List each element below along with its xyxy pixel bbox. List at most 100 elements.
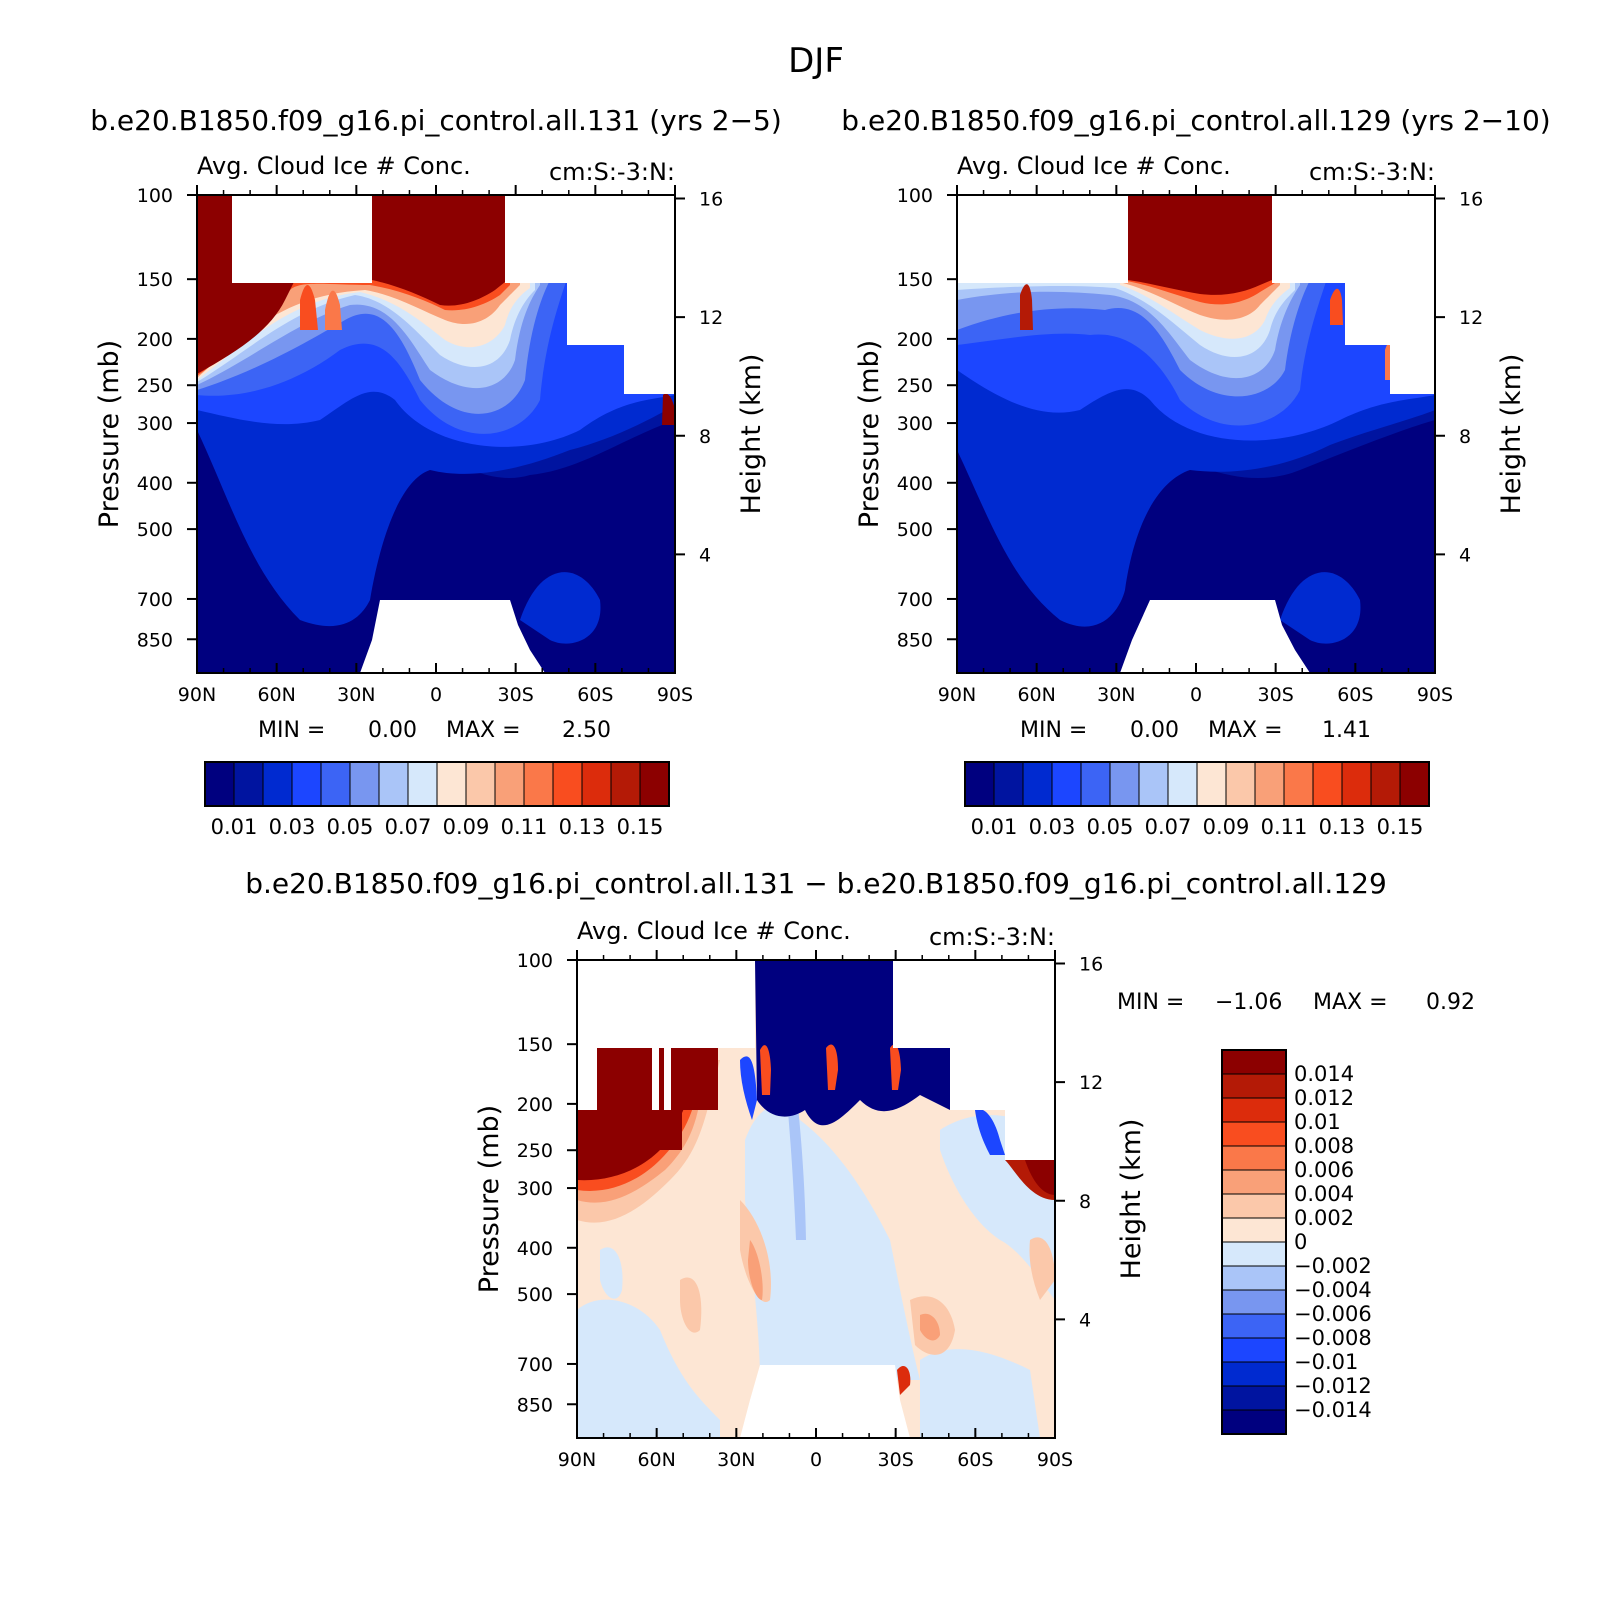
colorbar-label: 0.01 bbox=[971, 815, 1018, 839]
y-tick-label: 150 bbox=[897, 269, 933, 291]
panel-3-colorbar: 0.0140.0120.010.0080.0060.0040.0020−0.00… bbox=[1221, 1049, 1372, 1435]
colorbar-swatch bbox=[465, 761, 496, 807]
colorbar-label: −0.014 bbox=[1294, 1398, 1372, 1422]
colorbar-swatch bbox=[639, 761, 670, 807]
colorbar-label: −0.004 bbox=[1294, 1278, 1372, 1302]
panel-2-subtropic-blob bbox=[1280, 572, 1361, 644]
panel-1-spike-2 bbox=[325, 290, 342, 330]
y-tick-label: 500 bbox=[137, 519, 173, 541]
panel-3-pos-spike-2 bbox=[826, 1044, 838, 1090]
colorbar-label: 0.012 bbox=[1294, 1086, 1354, 1110]
x-tick-label: 90S bbox=[1037, 1449, 1073, 1471]
height-tick-label: 16 bbox=[1459, 189, 1483, 211]
colorbar-label: 0.15 bbox=[1377, 815, 1424, 839]
panel-1-missing-top bbox=[232, 195, 675, 283]
x-tick-label: 0 bbox=[1190, 684, 1202, 706]
panel-3-missing-south-200 bbox=[950, 1048, 1055, 1110]
panel-3-pos-south-polar-2 bbox=[1025, 1160, 1055, 1195]
panel-3-pos-north-block-2 bbox=[577, 1110, 682, 1150]
figure-title: DJF bbox=[788, 41, 844, 81]
panel-1-missing-200 bbox=[567, 283, 675, 394]
colorbar-swatch bbox=[964, 761, 995, 807]
y-tick-label: 400 bbox=[137, 473, 173, 495]
y-tick-label: 100 bbox=[897, 185, 933, 207]
panel-3-ylabel: Pressure (mb) bbox=[474, 1105, 505, 1293]
panel-2-max-value: 1.41 bbox=[1322, 718, 1371, 743]
colorbar-swatch bbox=[1399, 761, 1430, 807]
panel-2-units: cm:S:-3:N: bbox=[1309, 158, 1435, 186]
y-tick-label: 850 bbox=[897, 629, 933, 651]
x-tick-label: 30S bbox=[878, 1449, 914, 1471]
y-tick-label: 700 bbox=[897, 589, 933, 611]
colorbar-swatch bbox=[1221, 1217, 1287, 1243]
colorbar-swatch bbox=[1221, 1385, 1287, 1411]
height-tick-label: 4 bbox=[1459, 544, 1471, 566]
x-tick-label: 30N bbox=[717, 1449, 755, 1471]
panel-2-variable-title: Avg. Cloud Ice # Conc. bbox=[957, 152, 1231, 180]
panel-3-missing-top bbox=[577, 960, 1055, 1048]
colorbar-swatch bbox=[378, 761, 409, 807]
x-tick-label: 0 bbox=[810, 1449, 822, 1471]
panel-1-plot-area bbox=[197, 195, 675, 673]
panel-3-neg-top-edge bbox=[740, 1056, 757, 1120]
panel-1-spike-1 bbox=[300, 285, 318, 330]
colorbar-label: 0.05 bbox=[1087, 815, 1134, 839]
y-tick-label: 500 bbox=[517, 1284, 553, 1306]
x-tick-label: 30N bbox=[1097, 684, 1135, 706]
panel-3-units: cm:S:-3:N: bbox=[929, 923, 1055, 951]
panel-2-plot-area bbox=[957, 195, 1435, 673]
panel-1-max-label: MAX = bbox=[446, 718, 521, 743]
colorbar-swatch bbox=[1080, 761, 1111, 807]
y-tick-label: 200 bbox=[897, 329, 933, 351]
colorbar-swatch bbox=[407, 761, 438, 807]
colorbar-swatch bbox=[1167, 761, 1198, 807]
panel-2-min-label: MIN = bbox=[1020, 718, 1087, 743]
colorbar-swatch bbox=[1221, 1121, 1287, 1147]
y-tick-label: 400 bbox=[517, 1238, 553, 1260]
x-tick-label: 30S bbox=[498, 684, 534, 706]
colorbar-swatch bbox=[1196, 761, 1227, 807]
colorbar-swatch bbox=[349, 761, 380, 807]
y-tick-label: 250 bbox=[517, 1140, 553, 1162]
colorbar-label: 0.07 bbox=[1145, 815, 1192, 839]
colorbar-swatch bbox=[1225, 761, 1256, 807]
panel-3-min-value: −1.06 bbox=[1215, 990, 1282, 1015]
colorbar-swatch bbox=[1254, 761, 1285, 807]
height-tick-label: 8 bbox=[1459, 426, 1471, 448]
colorbar-label: 0.004 bbox=[1294, 1182, 1354, 1206]
y-tick-label: 250 bbox=[137, 375, 173, 397]
panel-1-colorbar: 0.01 0.03 0.05 0.07 0.09 0.11 0.13 0.15 bbox=[204, 761, 670, 839]
panel-3-variable-title: Avg. Cloud Ice # Conc. bbox=[577, 917, 851, 945]
panel-1-units: cm:S:-3:N: bbox=[549, 158, 675, 186]
height-tick-label: 16 bbox=[699, 189, 723, 211]
panel-3-missing-north-200 bbox=[577, 1048, 597, 1110]
colorbar-swatch bbox=[1283, 761, 1314, 807]
x-tick-label: 0 bbox=[430, 684, 442, 706]
colorbar-label: −0.01 bbox=[1294, 1350, 1358, 1374]
colorbar-swatch bbox=[436, 761, 467, 807]
x-tick-label: 90S bbox=[1417, 684, 1453, 706]
y-tick-label: 200 bbox=[517, 1094, 553, 1116]
colorbar-label: −0.008 bbox=[1294, 1326, 1372, 1350]
panel-2-ylabel-right: Height (km) bbox=[1496, 354, 1527, 515]
panel-3-pos-blob-4 bbox=[920, 1313, 940, 1341]
colorbar-swatch bbox=[494, 761, 525, 807]
panel-3-neg-band bbox=[786, 1080, 806, 1240]
colorbar-swatch bbox=[1051, 761, 1082, 807]
colorbar-swatch bbox=[1138, 761, 1169, 807]
x-tick-label: 90N bbox=[558, 1449, 596, 1471]
y-tick-label: 500 bbox=[897, 519, 933, 541]
colorbar-label: −0.012 bbox=[1294, 1374, 1372, 1398]
height-tick-label: 4 bbox=[699, 544, 711, 566]
panel-3-pos-blob-6 bbox=[1029, 1237, 1055, 1300]
x-tick-label: 60N bbox=[637, 1449, 675, 1471]
colorbar-swatch bbox=[610, 761, 641, 807]
colorbar-swatch bbox=[291, 761, 322, 807]
panel-1-subtropic-blob bbox=[520, 572, 601, 644]
panel-3-neg-south-upper bbox=[975, 1109, 1005, 1155]
panel-1-axes: 90N 60N 30N 0 30S 60S 90S 100 150 200 250 300 400 500… bbox=[137, 185, 723, 706]
colorbar-swatch bbox=[1221, 1337, 1287, 1363]
colorbar-swatch bbox=[1221, 1145, 1287, 1171]
x-tick-label: 60S bbox=[577, 684, 613, 706]
